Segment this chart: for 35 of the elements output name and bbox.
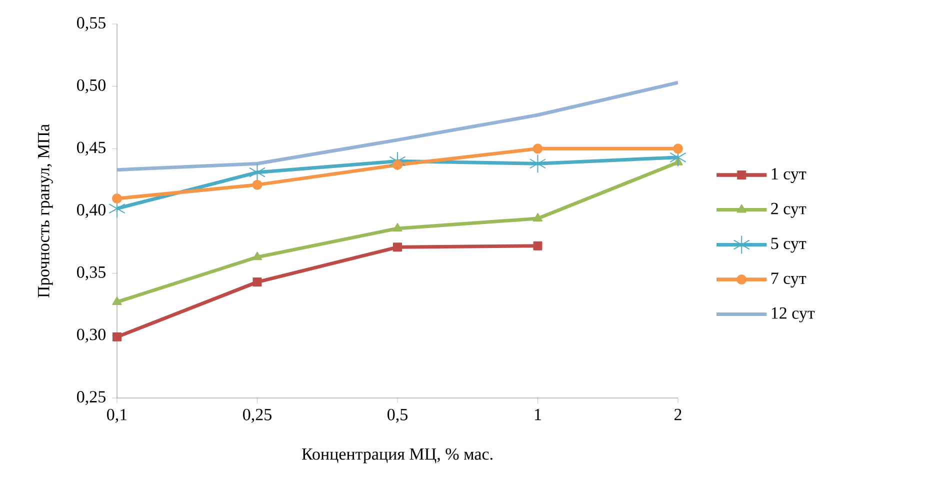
point <box>392 222 402 232</box>
point <box>529 154 546 174</box>
point <box>112 296 122 306</box>
y-axis-title: Прочность гранул, МПа <box>38 124 53 298</box>
legend-label: 1 сут <box>772 168 806 184</box>
y-tick-label: 0,50 <box>77 79 106 94</box>
y-tick-label: 0,45 <box>77 142 106 156</box>
point <box>252 278 262 287</box>
x-tick-label: 1 <box>534 408 541 420</box>
legend-label: 2 сут <box>771 202 806 218</box>
y-tick-label: 0,30 <box>77 328 106 343</box>
legend-label: 5 сут <box>771 238 806 253</box>
point <box>532 144 543 154</box>
point <box>673 144 684 154</box>
x-tick-label: 0,25 <box>243 408 272 423</box>
line-series <box>117 80 678 172</box>
point <box>252 252 262 260</box>
x-axis-title: Концентрация МЦ, % мас. <box>302 448 492 464</box>
legend-label: 12 сут <box>772 307 815 322</box>
point <box>112 332 122 342</box>
point <box>112 194 122 204</box>
legend-label: 7 сут <box>771 272 806 288</box>
point <box>533 241 542 250</box>
point <box>532 212 543 222</box>
y-tick-label: 0,55 <box>77 17 106 31</box>
y-tick-label: 0,35 <box>77 266 106 280</box>
point <box>248 162 266 182</box>
x-tick-label: 0,5 <box>388 408 408 423</box>
y-tick-label: 0,25 <box>77 391 106 405</box>
x-tick-label: 2 <box>674 408 682 420</box>
point <box>392 160 402 170</box>
x-tick-label: 0,1 <box>107 408 127 423</box>
point <box>252 180 262 190</box>
y-tick-label: 0,40 <box>77 204 106 218</box>
point <box>393 242 402 252</box>
